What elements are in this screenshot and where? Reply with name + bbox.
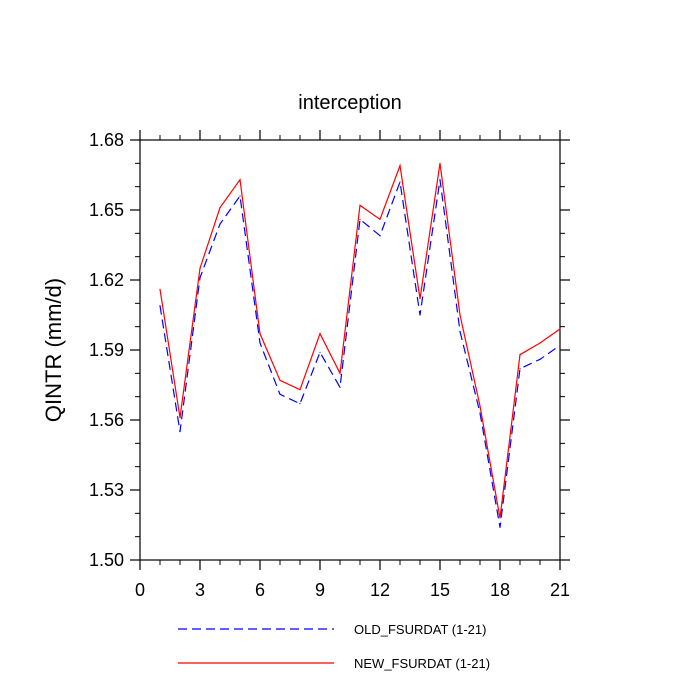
data-point bbox=[199, 277, 201, 279]
data-point bbox=[559, 344, 561, 346]
data-point bbox=[219, 223, 221, 225]
data-point bbox=[219, 207, 221, 209]
data-point bbox=[199, 267, 201, 269]
data-point bbox=[499, 526, 501, 528]
data-point bbox=[179, 431, 181, 433]
data-point bbox=[459, 314, 461, 316]
data-point bbox=[479, 405, 481, 407]
data-point bbox=[419, 314, 421, 316]
data-point bbox=[359, 204, 361, 206]
x-tick-label: 12 bbox=[370, 580, 390, 600]
data-point bbox=[279, 393, 281, 395]
series-layer bbox=[159, 162, 561, 528]
series-line-new-fsurdat bbox=[159, 163, 561, 519]
data-point bbox=[539, 342, 541, 344]
data-point bbox=[419, 298, 421, 300]
chart-title: interception bbox=[298, 92, 401, 114]
data-point bbox=[479, 412, 481, 414]
data-point bbox=[439, 162, 441, 164]
data-point bbox=[339, 372, 341, 374]
data-point bbox=[519, 368, 521, 370]
data-point bbox=[159, 288, 161, 290]
y-tick-label: 1.68 bbox=[89, 130, 124, 150]
series-line-old-fsurdat bbox=[159, 179, 561, 528]
data-point bbox=[399, 181, 401, 183]
data-point bbox=[359, 218, 361, 220]
legend: OLD_FSURDAT (1-21) NEW_FSURDAT (1-21) bbox=[178, 622, 490, 671]
x-tick-label: 0 bbox=[135, 580, 145, 600]
axis-tick-labels: 0 3 6 9 12 15 18 21 1.50 1.53 1.56 1.59 1.62 1.65 1.68 bbox=[89, 130, 570, 600]
data-point bbox=[159, 305, 161, 307]
data-point bbox=[559, 328, 561, 330]
x-tick-label: 9 bbox=[315, 580, 325, 600]
data-point bbox=[339, 386, 341, 388]
data-point bbox=[439, 179, 441, 181]
x-tick-label: 21 bbox=[550, 580, 570, 600]
data-point bbox=[239, 179, 241, 181]
y-tick-label: 1.56 bbox=[89, 410, 124, 430]
axis-ticks bbox=[130, 130, 570, 570]
data-point bbox=[459, 330, 461, 332]
y-tick-label: 1.50 bbox=[89, 550, 124, 570]
legend-label: OLD_FSURDAT (1-21) bbox=[354, 622, 486, 637]
data-point bbox=[259, 342, 261, 344]
data-point bbox=[239, 195, 241, 197]
data-point bbox=[499, 517, 501, 519]
data-point bbox=[379, 218, 381, 220]
data-point bbox=[319, 351, 321, 353]
data-point bbox=[259, 333, 261, 335]
data-point bbox=[539, 358, 541, 360]
y-tick-label: 1.65 bbox=[89, 200, 124, 220]
data-point bbox=[279, 379, 281, 381]
data-point bbox=[379, 235, 381, 237]
x-tick-label: 6 bbox=[255, 580, 265, 600]
legend-label: NEW_FSURDAT (1-21) bbox=[354, 656, 490, 671]
data-point bbox=[299, 403, 301, 405]
data-point bbox=[399, 165, 401, 167]
x-tick-label: 15 bbox=[430, 580, 450, 600]
x-tick-label: 3 bbox=[195, 580, 205, 600]
plot-area-frame bbox=[139, 139, 561, 561]
y-tick-label: 1.62 bbox=[89, 270, 124, 290]
y-axis-label: QINTR (mm/d) bbox=[41, 278, 66, 422]
x-tick-label: 18 bbox=[490, 580, 510, 600]
data-point bbox=[179, 417, 181, 419]
data-point bbox=[319, 333, 321, 335]
y-tick-label: 1.59 bbox=[89, 340, 124, 360]
data-point bbox=[299, 389, 301, 391]
y-tick-label: 1.53 bbox=[89, 480, 124, 500]
data-point bbox=[519, 354, 521, 356]
